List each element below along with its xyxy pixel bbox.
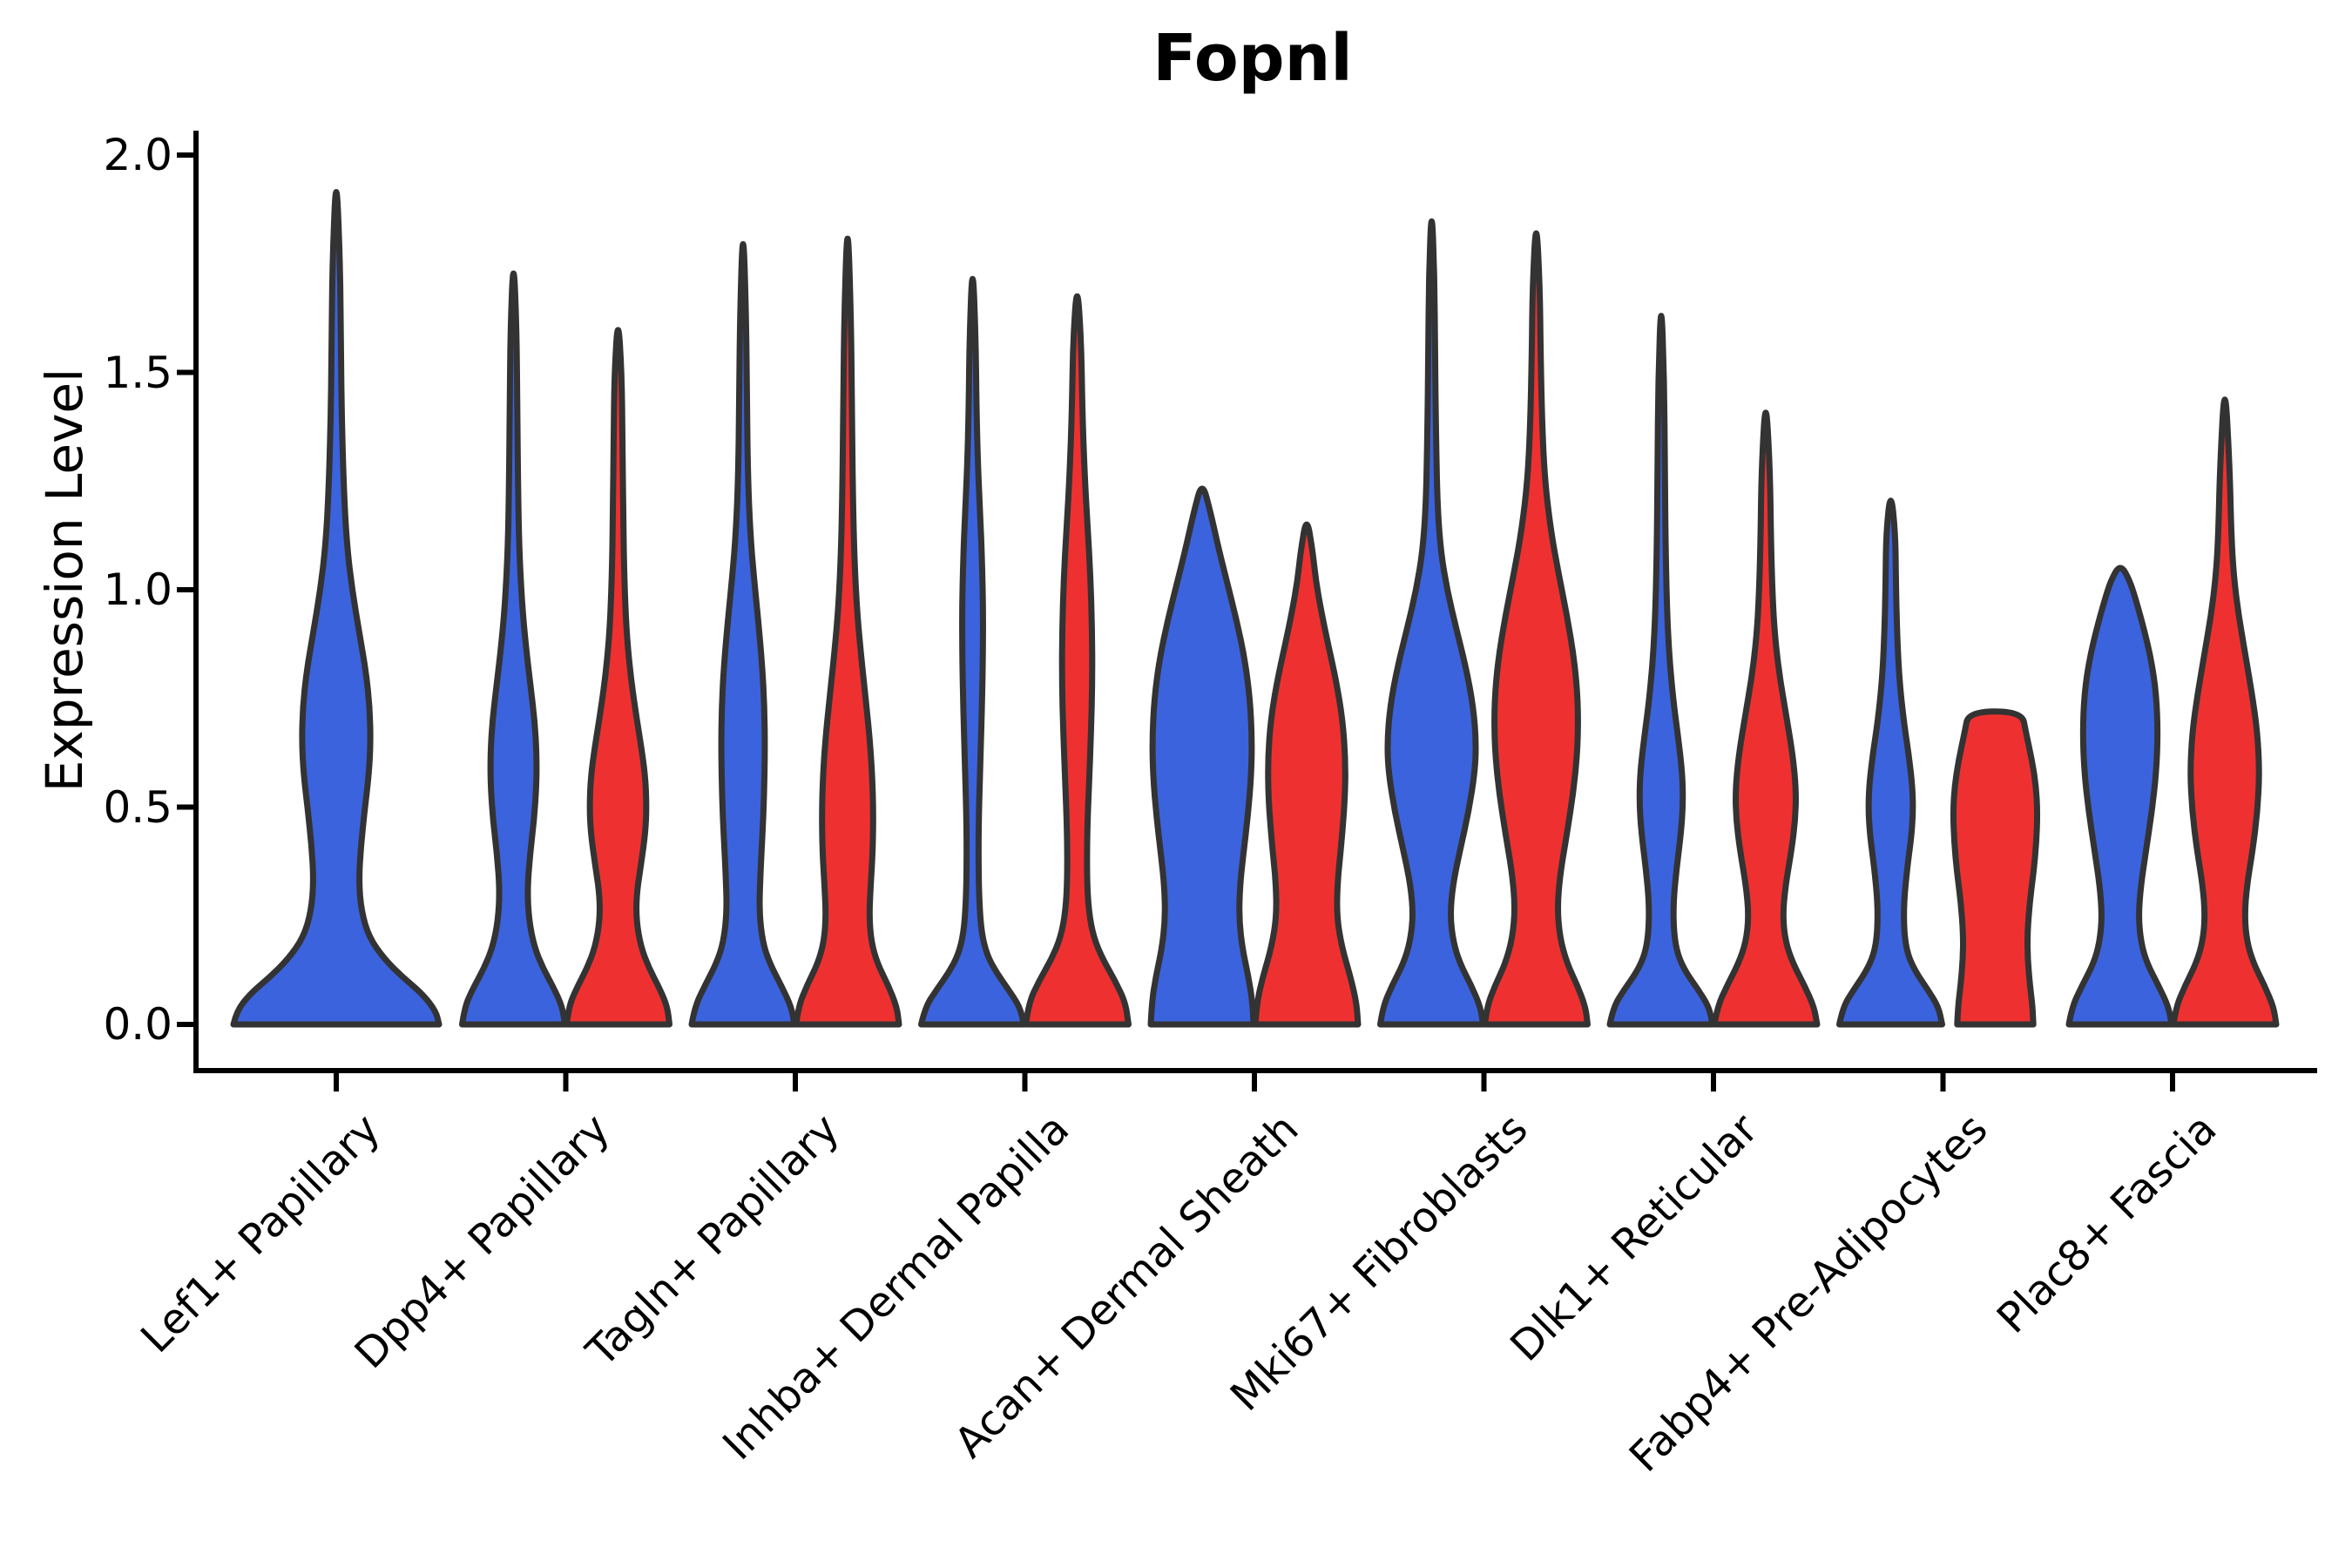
violin-red: [564, 327, 672, 1028]
violin-blue: [230, 189, 443, 1028]
violin-red: [1482, 230, 1591, 1028]
chart-title: Fopnl: [1152, 21, 1353, 96]
violin-blue: [1377, 218, 1486, 1028]
violin-blue: [918, 275, 1027, 1028]
violin-blue: [688, 241, 798, 1028]
y-tick-label: 2.0: [103, 130, 172, 180]
violin-red: [793, 235, 902, 1028]
y-tick-label: 1.0: [103, 564, 172, 615]
violin-red: [1711, 409, 1821, 1028]
violin-blue: [1836, 497, 1945, 1028]
violin-red: [1252, 521, 1362, 1028]
y-tick-label: 0.0: [103, 999, 172, 1050]
violin-blue: [1147, 485, 1257, 1028]
violin-blue: [1606, 313, 1716, 1028]
violin-red: [1950, 708, 2041, 1028]
violin-blue: [459, 270, 568, 1028]
y-tick-label: 0.5: [103, 781, 172, 833]
violin-blue: [2065, 564, 2175, 1028]
y-tick-label: 1.5: [103, 347, 172, 398]
violin-red: [1023, 293, 1132, 1028]
violin-red: [2170, 396, 2280, 1028]
